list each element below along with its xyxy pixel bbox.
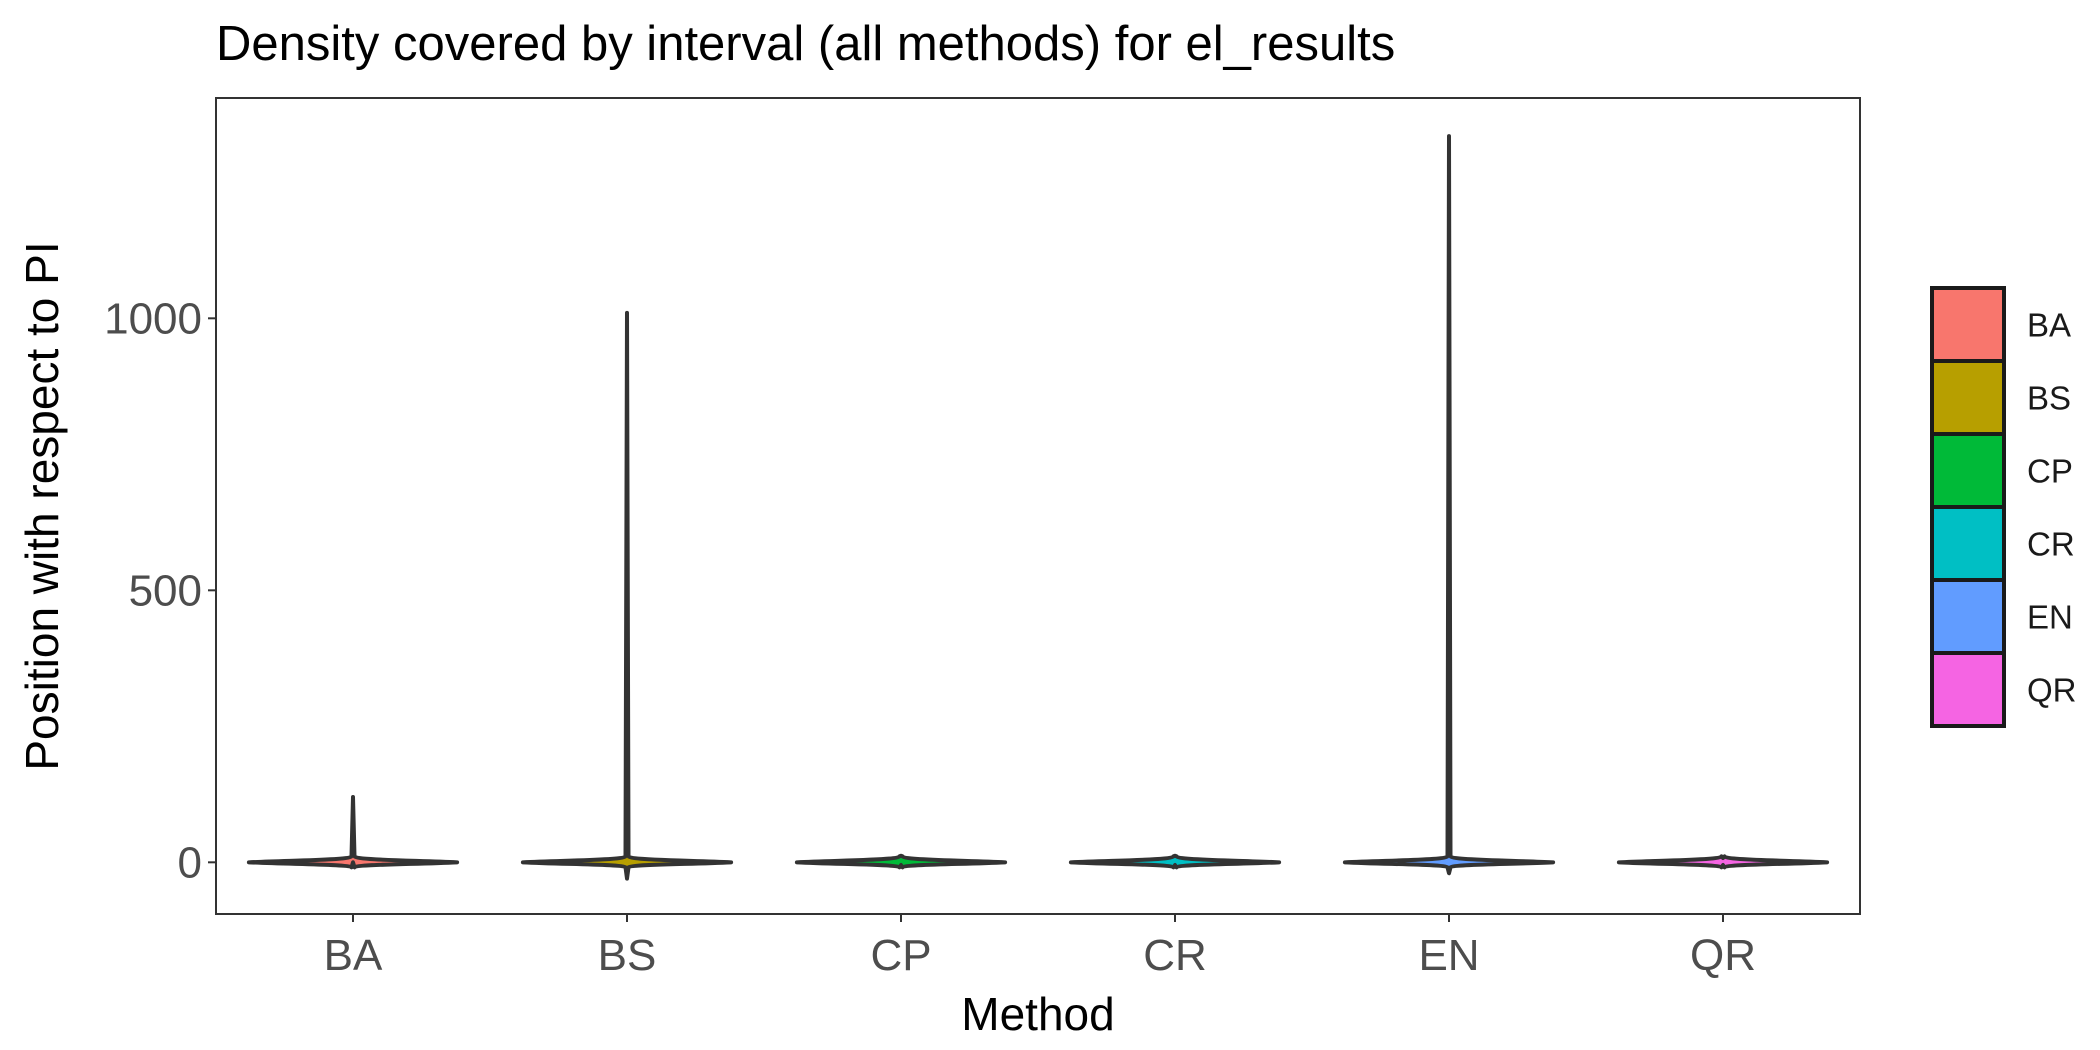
x-tick-label: BS	[598, 931, 657, 980]
legend-label-cp: CP	[2027, 453, 2073, 490]
plot-panel	[215, 97, 1861, 915]
legend-label-qr: QR	[2027, 672, 2077, 709]
y-tick-label: 0	[178, 838, 202, 887]
violin-en	[1342, 134, 1556, 876]
legend-label-ba: BA	[2027, 307, 2071, 344]
y-axis-title: Position with respect to PI	[16, 241, 68, 770]
legend-key-ba	[1930, 286, 2006, 363]
legend-key-cr	[1930, 505, 2006, 582]
y-tick-label: 1000	[104, 294, 202, 343]
x-tick-label: CR	[1143, 931, 1207, 980]
violin-ba	[246, 795, 460, 870]
x-tick-label: QR	[1690, 931, 1756, 980]
violin-cr	[1068, 853, 1282, 870]
x-tick-label: EN	[1418, 931, 1479, 980]
y-tick-label: 500	[129, 566, 202, 615]
legend-key-cp	[1930, 432, 2006, 509]
legend: BA BS CP CR EN QR	[1930, 286, 2077, 728]
x-axis-ticks: BA BS CP CR EN QR	[324, 914, 1756, 980]
x-tick-label: BA	[324, 931, 383, 980]
violin-bs	[520, 310, 734, 881]
y-axis-ticks: 0 500 1000	[104, 294, 216, 887]
violin-series	[246, 134, 1830, 881]
legend-label-en: EN	[2027, 599, 2073, 636]
x-axis-title: Method	[961, 988, 1114, 1040]
chart-title: Density covered by interval (all methods…	[216, 17, 1395, 71]
violin-qr	[1616, 854, 1830, 870]
violin-cp	[794, 853, 1008, 870]
legend-label-cr: CR	[2027, 526, 2075, 563]
legend-key-en	[1930, 578, 2006, 655]
legend-key-bs	[1930, 359, 2006, 436]
legend-label-bs: BS	[2027, 380, 2071, 417]
x-tick-label: CP	[870, 931, 931, 980]
legend-key-qr	[1930, 651, 2006, 728]
